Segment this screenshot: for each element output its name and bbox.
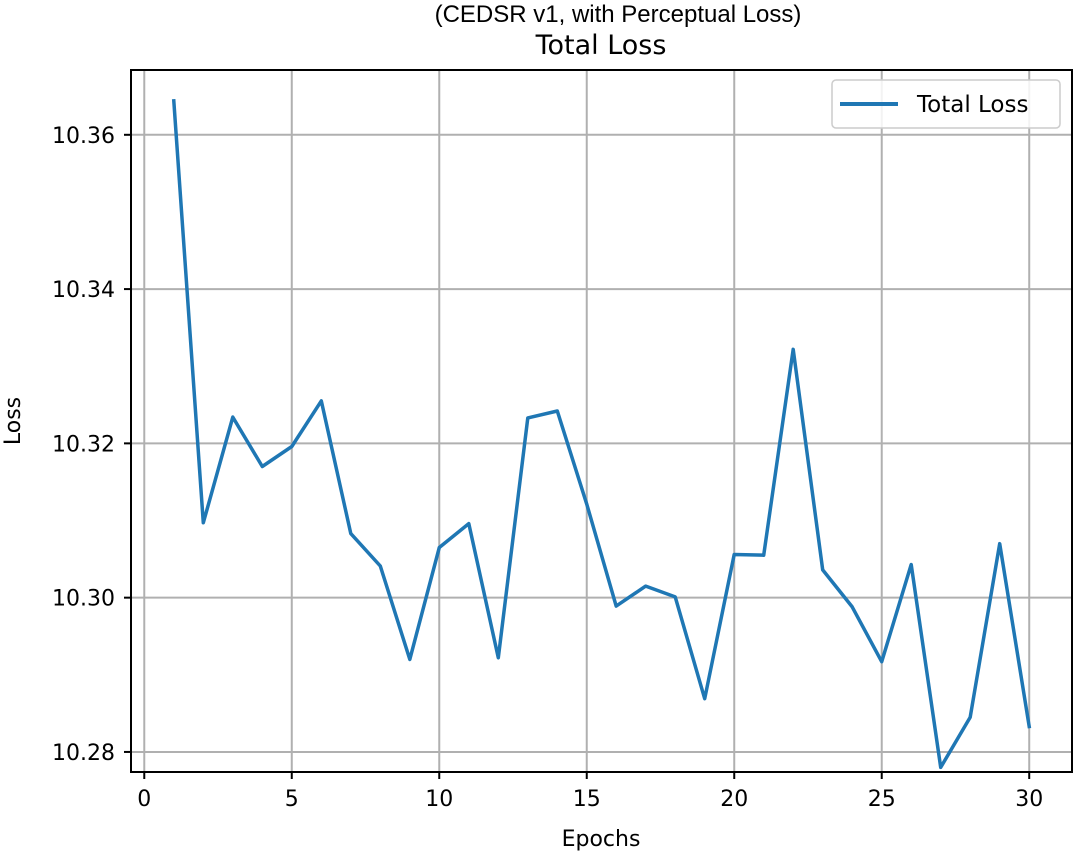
data-point [439,547,440,548]
data-point [793,349,794,350]
data-point [498,657,499,658]
legend-label: Total Loss [916,92,1028,118]
x-tick-label: 10 [425,787,453,812]
series-line-total-loss [171,99,1032,770]
x-axis-label: Epochs [562,827,641,852]
chart-title: Total Loss [535,30,667,61]
x-tick-label: 20 [720,787,748,812]
x-tick-label: 0 [137,787,151,812]
legend: Total Loss [831,79,1061,129]
data-point [734,554,735,555]
y-tick-label: 10.36 [52,124,115,149]
data-point [881,661,882,662]
data-point [999,543,1000,544]
y-tick-label: 10.28 [52,741,115,766]
data-point [1029,726,1030,727]
y-tick-label: 10.30 [52,587,115,612]
y-tick-label: 10.34 [52,278,115,303]
data-point [291,446,292,447]
data-point [527,417,528,418]
data-point [468,523,469,524]
data-point [173,100,174,101]
data-point [940,767,941,768]
x-tick-label: 15 [573,787,601,812]
data-point [203,522,204,523]
legend-box [831,79,1061,129]
data-point [321,400,322,401]
data-point [704,698,705,699]
data-point [350,533,351,534]
plot-frame [130,69,1073,773]
data-point [763,555,764,556]
data-point [822,569,823,570]
tick-layer: 0 5 10 15 20 25 30 10.28 10.30 10.32 10.34 10.36 [52,124,1043,812]
data-point [675,596,676,597]
series-layer [171,99,1032,770]
data-point [616,606,617,607]
x-tick-label: 30 [1015,787,1043,812]
x-tick-label: 25 [868,787,896,812]
data-point [645,586,646,587]
data-point [409,659,410,660]
data-point [232,417,233,418]
data-point [852,606,853,607]
data-point [557,410,558,411]
y-tick-label: 10.32 [52,432,115,457]
grid [131,70,1072,772]
data-point [970,717,971,718]
chart-subtitle: (CEDSR v1, with Perceptual Loss) [435,1,802,28]
data-point [586,504,587,505]
y-axis-label: Loss [1,397,26,445]
data-point [262,466,263,467]
data-point [911,564,912,565]
x-tick-label: 5 [285,787,299,812]
data-point [380,566,381,567]
